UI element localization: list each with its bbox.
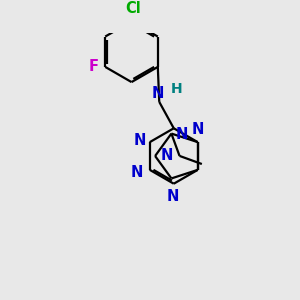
Text: N: N [131, 165, 143, 180]
Text: N: N [161, 148, 173, 164]
Text: N: N [134, 133, 146, 148]
Text: N: N [152, 85, 164, 100]
Text: N: N [192, 122, 204, 137]
Text: N: N [166, 189, 178, 204]
Text: F: F [88, 59, 99, 74]
Text: H: H [170, 82, 182, 96]
Text: N: N [176, 128, 188, 142]
Text: Cl: Cl [125, 1, 141, 16]
